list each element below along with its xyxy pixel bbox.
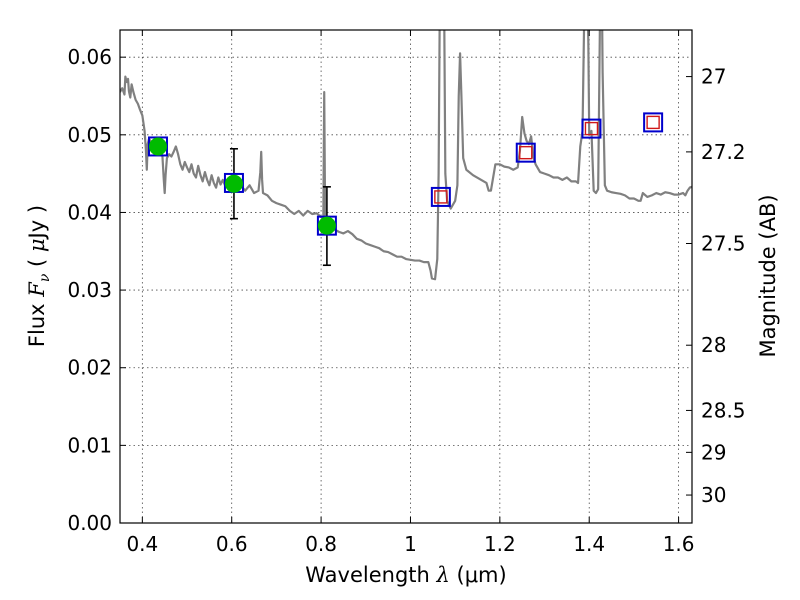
y-tick-label: 0.01 [67,433,112,457]
y-tick-label: 0.02 [67,356,112,380]
model-spectrum-line [120,30,692,281]
axis-ticks: 0.4 0.6 0.8 1 1.2 1.4 1.6 0.00 0.01 0.02 0.03 0.04 0… [67,30,746,556]
upper-limit-marker [584,121,599,136]
y2-tick-label: 28.5 [701,398,746,422]
y-tick-label: 0.04 [67,200,112,224]
x-axis-title: Wavelength λ (μm) [305,563,506,587]
y2-tick-label: 28 [701,333,726,357]
detection-marker [224,174,243,193]
y2-tick-label: 30 [701,483,726,507]
plot-frame [119,29,693,524]
plot-area [120,30,692,281]
model-photometry-marker [430,186,451,207]
grid [120,30,692,524]
y2-tick-label: 27.2 [701,140,746,164]
upper-limit-marker [646,115,660,130]
detection-marker [317,216,336,235]
x-tick-label: 1.4 [573,532,605,556]
model-photometry-marker [515,142,536,163]
y2-tick-label: 29 [701,440,726,464]
y-tick-label: 0.05 [67,123,112,147]
x-tick-label: 0.4 [126,532,158,556]
y-axis-title: Flux Fν ( μJy ) [25,205,53,347]
upper-limit-marker [519,145,533,160]
y2-tick-label: 27 [701,65,726,89]
model-photometry-marker [581,118,602,139]
y2-tick-label: 27.5 [701,232,746,256]
detection-marker [148,137,167,156]
y-tick-label: 0.00 [67,511,112,535]
upper-limit-marker [434,190,448,204]
x-tick-label: 1 [404,532,417,556]
x-tick-label: 1.6 [663,532,695,556]
model-photometry-marker [643,112,664,133]
y-tick-label: 0.03 [67,278,112,302]
x-tick-label: 0.8 [305,532,337,556]
x-tick-label: 1.2 [484,532,516,556]
y2-axis-title: Magnitude (AB) [756,194,780,357]
y-tick-label: 0.06 [67,45,112,69]
x-tick-label: 0.6 [216,532,248,556]
